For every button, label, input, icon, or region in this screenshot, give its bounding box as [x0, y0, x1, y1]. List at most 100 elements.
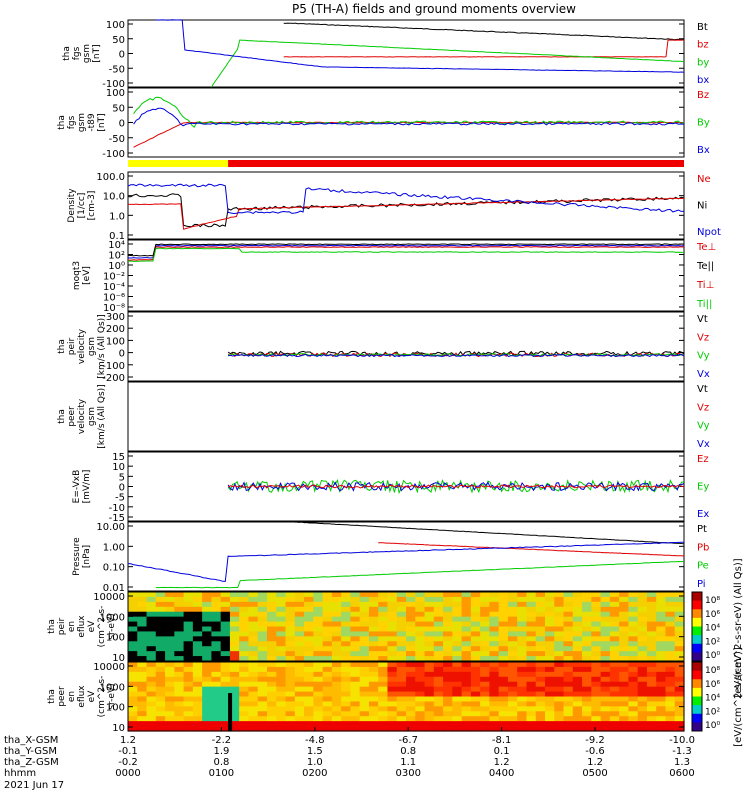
spectrogram-cell — [609, 646, 620, 652]
spectrogram-cell — [619, 596, 629, 603]
colorbar-step — [692, 617, 702, 627]
spectrogram-cell — [350, 686, 361, 693]
spectrogram-cell — [165, 656, 175, 662]
spectrogram-cell — [619, 681, 629, 688]
spectrogram-cell — [507, 606, 518, 613]
spectrogram-cell — [563, 626, 574, 633]
spectrogram-cell — [229, 621, 240, 628]
spectrogram-cell — [600, 726, 611, 732]
spectrogram-cell — [294, 596, 305, 603]
spectrogram-cell — [406, 656, 416, 662]
spectrogram-cell — [507, 596, 518, 603]
spectrogram-cell — [600, 691, 611, 698]
spectrogram-cell — [452, 626, 463, 633]
spectrogram-cell — [572, 711, 583, 717]
legend-Bz: Bz — [697, 90, 709, 101]
spectrogram-cell — [628, 726, 639, 732]
spectrogram-cell — [489, 606, 500, 613]
x-tick-label: -0.2 — [118, 757, 138, 768]
spectrogram-cell — [248, 641, 259, 647]
y-axis-label: tha peir en eflux eV (cm^2-s-sr-eV) — [47, 606, 117, 648]
spectrogram-cell — [396, 601, 407, 608]
x-tick-label: 1.0 — [307, 757, 323, 768]
spectrogram-cell — [257, 666, 268, 673]
spectrogram-cell — [563, 716, 574, 722]
spectrogram-cell — [470, 666, 481, 673]
spectrogram-cell — [137, 611, 148, 618]
spectrogram-cell — [267, 696, 277, 703]
spectrogram-cell — [480, 621, 490, 628]
spectrogram-cell — [128, 656, 138, 662]
spectrogram-cell — [174, 721, 185, 727]
spectrogram-cell — [637, 711, 648, 717]
spectrogram-cell — [267, 626, 277, 633]
spectrogram-cell — [498, 691, 509, 698]
spectrogram-cell — [368, 601, 379, 608]
spectrogram-cell — [229, 636, 240, 642]
spectrogram-cell — [415, 611, 426, 618]
spectrogram-cell — [202, 631, 212, 637]
spectrogram-cell — [155, 626, 166, 633]
y-axis-label: tha fgs gsm [nT] — [62, 44, 102, 63]
spectrogram-cell — [378, 696, 389, 703]
spectrogram-cell — [285, 716, 296, 722]
spectrogram-cell — [387, 611, 398, 618]
spectrogram-cell — [443, 711, 453, 717]
spectrogram-cell — [239, 646, 250, 652]
spectrogram-cell — [239, 706, 250, 712]
spectrogram-cell — [137, 726, 148, 732]
spectrogram-cell — [239, 596, 250, 603]
spectrogram-cell — [600, 631, 611, 637]
spectrogram-cell — [350, 616, 361, 623]
spectrogram-cell — [600, 621, 611, 628]
colorbar-tick-label: 10⁸ — [705, 596, 720, 606]
spectrogram-cell — [174, 646, 185, 652]
spectrogram-cell — [331, 726, 342, 732]
spectrogram-cell — [582, 596, 592, 603]
spectrogram-cell — [359, 726, 370, 732]
spectrogram-cell — [396, 611, 407, 618]
spectrogram-cell — [137, 651, 148, 657]
spectrogram-cell — [220, 666, 231, 673]
spectrogram-cell — [378, 691, 389, 698]
spectrogram-cell — [517, 662, 528, 668]
spectrogram-cell — [665, 681, 676, 688]
spectrogram-cell — [146, 646, 157, 652]
spectrogram-cell — [368, 646, 379, 652]
spectrogram-cell — [406, 621, 416, 628]
spectrogram-cell — [341, 701, 351, 707]
spectrogram-cell — [174, 651, 185, 657]
spectrogram-cell — [582, 701, 592, 707]
spectrogram-cell — [248, 646, 259, 652]
spectrogram-cell — [656, 701, 667, 707]
spectrogram-cell — [229, 721, 240, 727]
spectrogram-cell — [396, 721, 407, 727]
spectrogram-cell — [368, 721, 379, 727]
spectrogram-cell — [619, 651, 629, 657]
spectrogram-cell — [239, 592, 250, 598]
spectrogram-cell — [359, 686, 370, 693]
spectrogram-cell — [600, 616, 611, 623]
spectrogram-cell — [220, 711, 231, 717]
spectrogram-cell — [378, 666, 389, 673]
spectrogram-cell — [146, 656, 157, 662]
spectrogram-cell — [545, 666, 555, 673]
spectrogram-cell — [239, 711, 250, 717]
spectrogram-cell — [489, 641, 500, 647]
spectrogram-cell — [211, 601, 222, 608]
spectrogram-cell — [359, 701, 370, 707]
spectrogram-cell — [443, 681, 453, 688]
spectrogram-cell — [313, 606, 324, 613]
spectrogram-cell — [609, 666, 620, 673]
spectrogram-cell — [229, 596, 240, 603]
spectrogram-cell — [591, 706, 602, 712]
spectrogram-cell — [572, 592, 583, 598]
spectrogram-cell — [211, 592, 222, 598]
y-label-line: gsm — [77, 113, 87, 132]
spectrogram-cell — [202, 686, 212, 693]
spectrogram-cell — [609, 681, 620, 688]
spectrogram-cell — [415, 606, 426, 613]
spectrogram-cell — [572, 691, 583, 698]
spectrogram-cell — [331, 686, 342, 693]
